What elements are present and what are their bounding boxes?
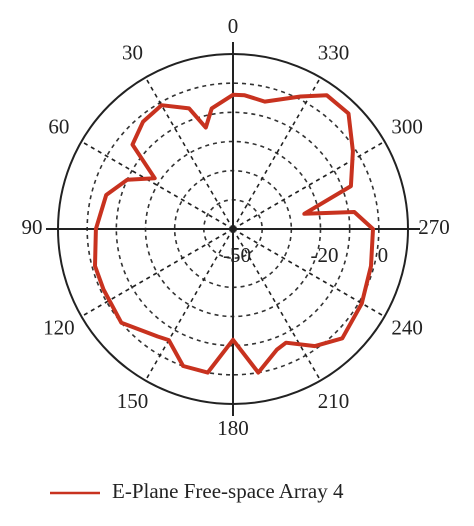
spoke: [81, 228, 234, 318]
r-tick-label: 0: [378, 243, 389, 267]
angle-label: 180: [217, 416, 249, 440]
spoke: [232, 228, 385, 318]
angle-label: 120: [43, 315, 75, 339]
r-tick-label: -20: [311, 243, 339, 267]
spoke: [144, 228, 234, 381]
r-tick-label: -50: [223, 243, 251, 267]
angle-label: 300: [391, 114, 423, 138]
spoke: [232, 228, 322, 381]
angle-label: 270: [418, 215, 450, 239]
angle-label: 150: [117, 389, 149, 413]
spoke: [81, 140, 234, 230]
angle-label: 240: [391, 315, 423, 339]
pattern-line: [93, 92, 375, 375]
angle-label: 90: [22, 215, 43, 239]
spoke: [232, 140, 385, 230]
angle-label: 210: [318, 389, 350, 413]
angle-label: 330: [318, 41, 350, 65]
legend-label: E-Plane Free-space Array 4: [112, 479, 344, 503]
spoke: [144, 77, 234, 230]
angle-label: 0: [228, 14, 239, 38]
angle-label: 60: [48, 114, 69, 138]
angle-label: 30: [122, 41, 143, 65]
spoke: [232, 77, 322, 230]
